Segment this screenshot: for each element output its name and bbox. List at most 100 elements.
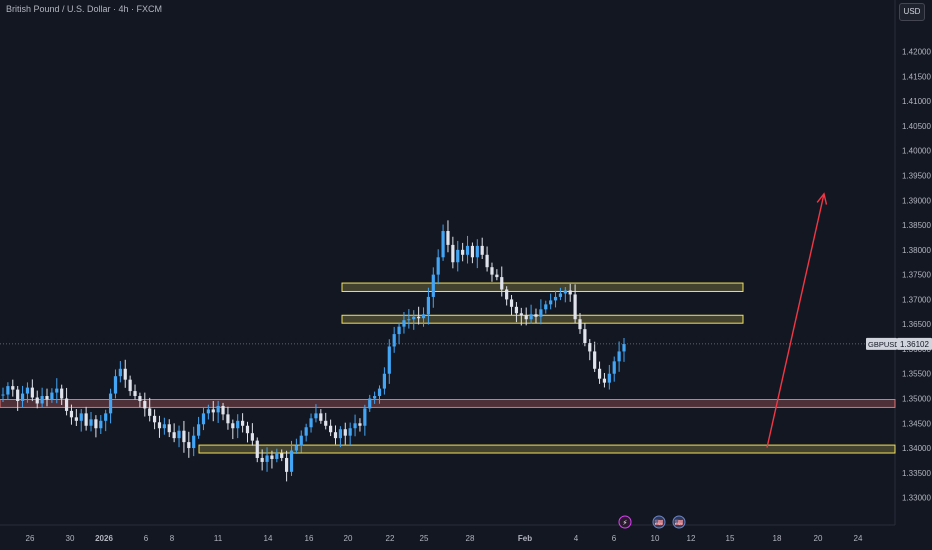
candle-body [172,432,176,439]
candle-body [240,420,245,426]
price-tag: GBPUSD 1.36102 [0,337,932,350]
time-tick-label: 16 [305,534,314,543]
candle-body [45,396,49,400]
candle-body [568,290,572,295]
candle-body [539,309,543,317]
candle-body [94,419,98,429]
candle-body [50,392,54,400]
time-tick-label: 30 [66,534,75,543]
candle-body [1,394,5,396]
candle-body [431,274,435,297]
candle-body [465,245,470,255]
candle-body [333,432,338,439]
candle-body [348,428,352,436]
candle-body [79,413,83,421]
candle-body [593,351,597,369]
candle-body [519,313,523,316]
candle-body [84,413,88,426]
candle-body [60,388,64,399]
candle-body [607,373,611,383]
candle-body [353,423,357,429]
candle-body [304,427,308,436]
candle-body [343,429,347,436]
time-tick-label: 22 [386,534,395,543]
price-tag-bg [897,337,932,350]
candle-body [509,299,514,307]
candle-body [221,405,225,415]
candle-body [162,424,166,429]
candle-body [622,344,626,352]
candle-body [573,294,577,320]
candle-body [20,393,25,401]
candle-body [617,351,621,362]
candle-body [40,396,44,404]
candle-body [35,397,39,404]
candle-body [123,368,127,380]
price-axis: 1.42000 1.41500 1.41000 1.40500 1.40000 1.395… [902,48,931,503]
zones [0,282,896,454]
us-flag-event-icon [652,515,666,529]
price-tick-label: 1.39500 [902,172,931,181]
candle-body [446,231,450,245]
trend-arrow [766,192,828,448]
us-flag-icon: 🇺🇸 [655,519,664,527]
us-flag-icon: 🇺🇸 [675,519,684,527]
candle-body [270,455,274,459]
arrow-shaft [766,193,825,448]
time-tick-label: 28 [466,534,475,543]
candle-body [480,245,484,255]
currency-button[interactable]: USD [899,3,925,21]
candle-body [294,445,298,451]
candle-body [192,435,196,449]
candle-body [363,408,367,426]
price-tick-label: 1.42000 [902,48,931,57]
candle-body [118,368,122,377]
time-tick-label: 15 [726,534,735,543]
time-tick-label: 26 [26,534,35,543]
price-tick-label: 1.37000 [902,295,931,304]
chart-title: British Pound / U.S. Dollar · 4h · FXCM [6,4,163,14]
lightning-event-icon [618,515,632,529]
candle-body [412,316,416,320]
price-tick-label: 1.33000 [902,494,931,503]
candle-body [245,425,250,434]
candle-body [597,368,602,379]
time-axis: 26 30 2026 6 8 11 14 16 20 22 25 28 Feb 4 6 10 12 15 18 20 2… [26,534,863,543]
price-tick-label: 1.38000 [902,246,931,255]
candle-body [11,386,15,390]
candle-body [417,316,421,319]
candle-body [206,409,210,414]
time-tick-label: Feb [518,534,532,543]
candle-body [534,314,538,317]
candle-body [441,231,445,258]
candle-body [285,457,289,472]
candle-body [55,388,59,393]
candle-body [451,244,455,263]
candle-body [167,424,171,433]
candle-body [461,249,465,255]
arrow-head [816,192,828,205]
candle-body [182,430,186,443]
candle-body [128,379,132,392]
candle-body [226,414,230,424]
candle-body [309,418,313,428]
candle-body [113,376,118,394]
candle-body [216,405,220,413]
candle-body [397,326,401,335]
time-tick-label: 25 [420,534,429,543]
candle-body [177,430,181,439]
lightning-icon: ⚡ [623,519,628,527]
price-tick-label: 1.40000 [902,147,931,156]
candle-body [255,440,259,458]
time-tick-label: 14 [264,534,273,543]
candle-body [475,245,479,258]
candle-body [148,408,152,416]
price-tick-label: 1.35000 [902,395,931,404]
time-tick-label: 12 [687,534,696,543]
candle-body [265,455,269,462]
candle-body [299,435,303,446]
symbol-tag-label: GBPUSD [868,340,900,349]
candle-body [500,277,504,290]
time-tick-label: 8 [170,534,175,543]
